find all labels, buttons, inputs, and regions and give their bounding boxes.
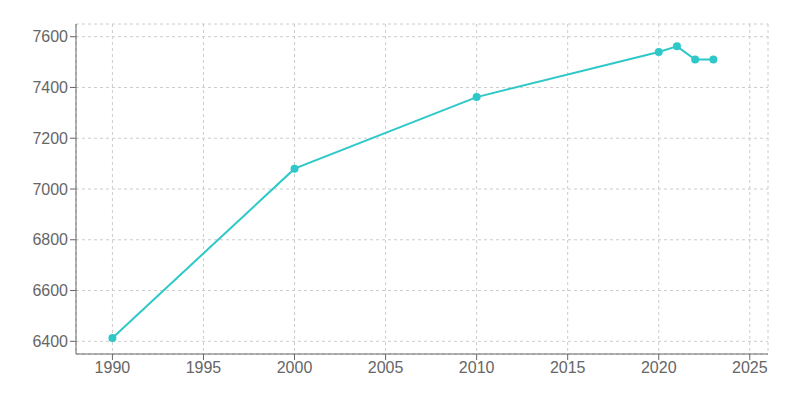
svg-text:7200: 7200 <box>32 130 68 147</box>
svg-text:2010: 2010 <box>459 359 495 376</box>
svg-text:6400: 6400 <box>32 333 68 350</box>
svg-text:6800: 6800 <box>32 231 68 248</box>
svg-text:7600: 7600 <box>32 28 68 45</box>
svg-text:1990: 1990 <box>95 359 131 376</box>
svg-text:6600: 6600 <box>32 282 68 299</box>
svg-text:1995: 1995 <box>186 359 222 376</box>
svg-text:2000: 2000 <box>277 359 313 376</box>
svg-text:2015: 2015 <box>550 359 586 376</box>
svg-text:7400: 7400 <box>32 79 68 96</box>
svg-text:7000: 7000 <box>32 181 68 198</box>
svg-text:2020: 2020 <box>641 359 677 376</box>
svg-text:2005: 2005 <box>368 359 404 376</box>
svg-text:2025: 2025 <box>732 359 768 376</box>
